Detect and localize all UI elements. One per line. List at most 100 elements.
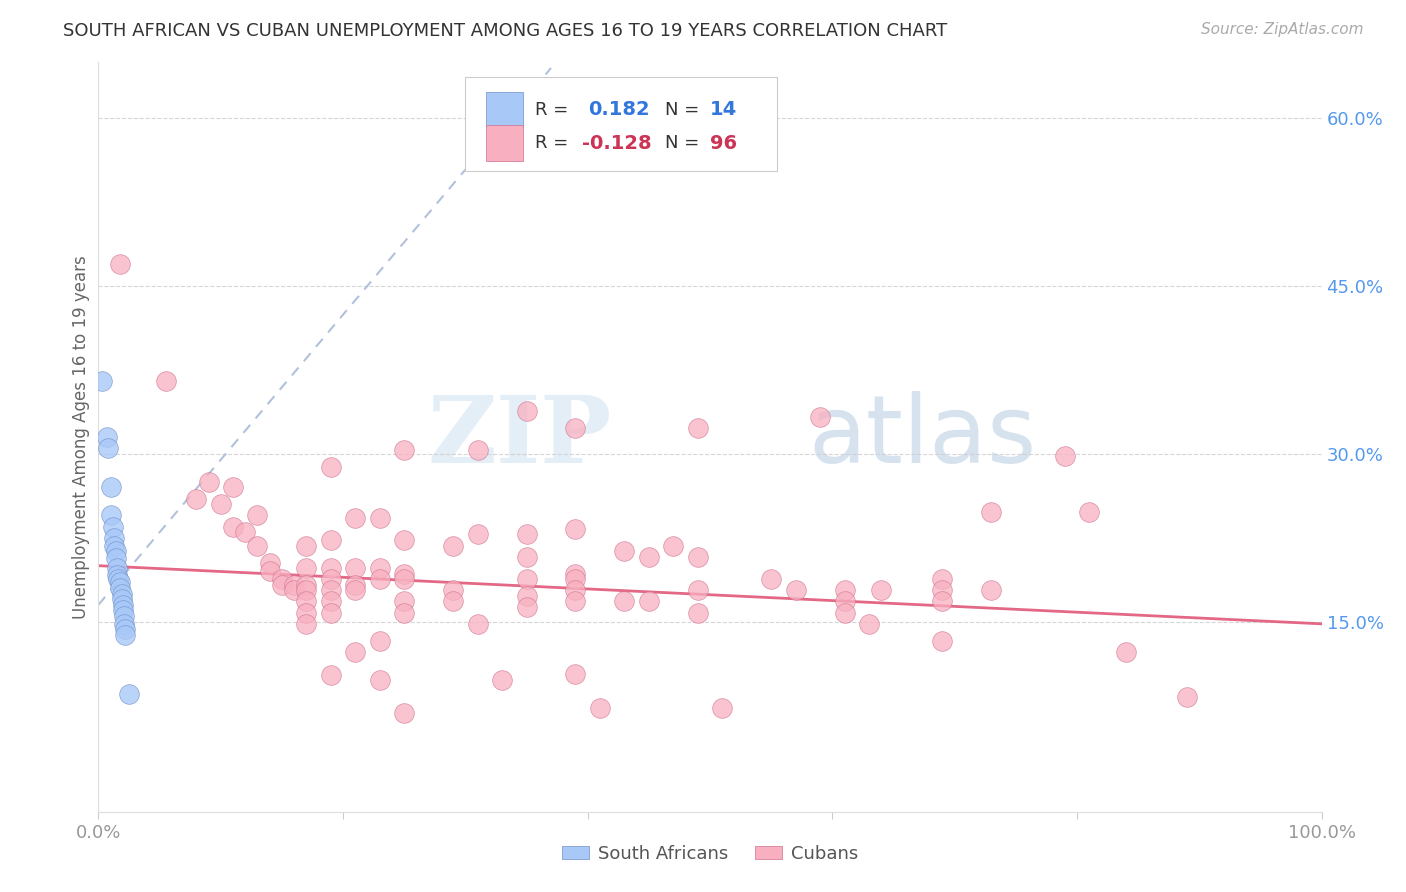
- Point: [103, 531, 125, 545]
- Point: [209, 497, 232, 511]
- Point: [319, 668, 342, 682]
- Point: [1078, 505, 1101, 519]
- Point: [515, 404, 537, 418]
- Y-axis label: Unemployment Among Ages 16 to 19 years: Unemployment Among Ages 16 to 19 years: [72, 255, 90, 619]
- Point: [564, 572, 586, 586]
- Point: [295, 539, 318, 553]
- Point: [368, 673, 391, 687]
- Text: N =: N =: [665, 101, 704, 119]
- Point: [392, 706, 416, 721]
- Point: [931, 583, 953, 598]
- Point: [441, 594, 464, 608]
- Point: [931, 594, 953, 608]
- Point: [270, 577, 294, 591]
- Point: [111, 598, 134, 612]
- FancyBboxPatch shape: [465, 78, 778, 171]
- Point: [96, 430, 118, 444]
- Point: [111, 603, 134, 617]
- Point: [107, 572, 129, 586]
- Point: [662, 539, 685, 553]
- Point: [319, 561, 342, 575]
- Text: Source: ZipAtlas.com: Source: ZipAtlas.com: [1201, 22, 1364, 37]
- FancyBboxPatch shape: [486, 92, 523, 128]
- Point: [368, 510, 391, 524]
- Point: [613, 544, 636, 558]
- Point: [834, 583, 856, 598]
- Point: [564, 566, 586, 581]
- Point: [613, 594, 636, 608]
- Point: [100, 508, 122, 523]
- Point: [637, 549, 661, 564]
- Point: [111, 592, 134, 607]
- Point: [931, 633, 953, 648]
- Point: [1115, 645, 1137, 659]
- Point: [515, 549, 537, 564]
- Point: [686, 421, 709, 435]
- Text: 96: 96: [710, 134, 737, 153]
- Text: -0.128: -0.128: [582, 134, 651, 153]
- Point: [344, 510, 367, 524]
- Point: [155, 374, 177, 388]
- Text: R =: R =: [536, 101, 574, 119]
- Point: [564, 667, 586, 681]
- Point: [246, 539, 269, 553]
- Point: [834, 606, 856, 620]
- Point: [319, 606, 342, 620]
- Point: [104, 544, 127, 558]
- Point: [186, 491, 208, 506]
- Point: [101, 519, 124, 533]
- Point: [564, 522, 586, 536]
- Point: [283, 577, 305, 591]
- Point: [295, 561, 318, 575]
- Point: [344, 561, 367, 575]
- Point: [515, 589, 537, 603]
- Point: [344, 577, 367, 591]
- Point: [564, 421, 586, 435]
- Point: [118, 687, 141, 701]
- Point: [368, 561, 391, 575]
- Point: [808, 409, 831, 424]
- Point: [105, 561, 128, 575]
- Point: [222, 519, 245, 533]
- Point: [112, 609, 135, 624]
- Point: [295, 606, 318, 620]
- Text: N =: N =: [665, 135, 704, 153]
- Point: [319, 583, 342, 598]
- Text: SOUTH AFRICAN VS CUBAN UNEMPLOYMENT AMONG AGES 16 TO 19 YEARS CORRELATION CHART: SOUTH AFRICAN VS CUBAN UNEMPLOYMENT AMON…: [63, 22, 948, 40]
- Point: [295, 583, 318, 598]
- Point: [368, 572, 391, 586]
- Point: [368, 633, 391, 648]
- Point: [283, 583, 305, 598]
- Point: [761, 572, 783, 586]
- Point: [467, 527, 489, 541]
- Point: [110, 257, 132, 271]
- Point: [259, 564, 281, 578]
- Point: [931, 572, 953, 586]
- Legend: South Africans, Cubans: South Africans, Cubans: [554, 838, 866, 870]
- Point: [319, 594, 342, 608]
- Point: [980, 505, 1002, 519]
- Text: atlas: atlas: [808, 391, 1036, 483]
- Point: [980, 583, 1002, 598]
- Text: R =: R =: [536, 135, 574, 153]
- Point: [686, 606, 709, 620]
- Point: [114, 623, 136, 637]
- Text: ZIP: ZIP: [427, 392, 612, 482]
- Point: [110, 581, 132, 595]
- Point: [114, 628, 136, 642]
- Point: [686, 549, 709, 564]
- Point: [564, 583, 586, 598]
- Point: [222, 480, 245, 494]
- Point: [344, 645, 367, 659]
- Point: [111, 587, 134, 601]
- Point: [858, 616, 880, 631]
- FancyBboxPatch shape: [486, 126, 523, 161]
- Point: [564, 594, 586, 608]
- Point: [319, 460, 342, 475]
- Point: [259, 557, 281, 571]
- Point: [467, 616, 489, 631]
- Point: [686, 583, 709, 598]
- Point: [197, 475, 219, 489]
- Point: [104, 550, 127, 565]
- Point: [91, 374, 114, 388]
